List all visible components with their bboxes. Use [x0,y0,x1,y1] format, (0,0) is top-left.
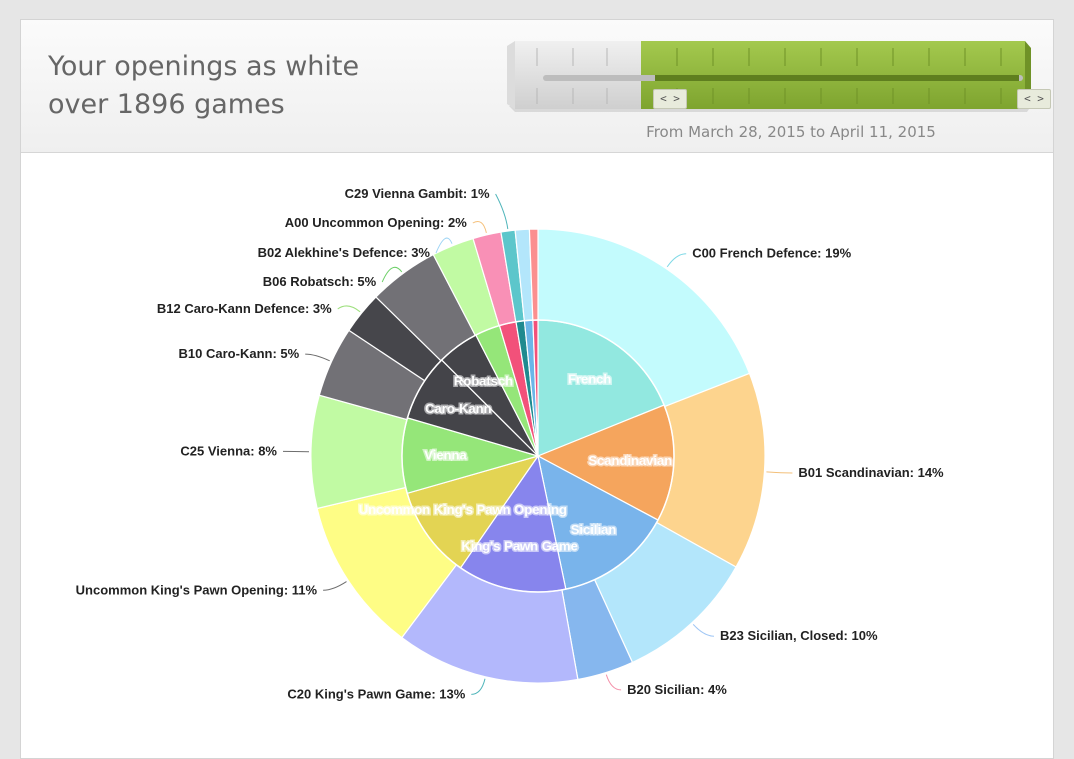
page-title: Your openings as white over 1896 games [48,48,428,124]
slice-label: C20 King's Pawn Game: 13% [287,686,465,701]
inner-label-sicilian: Sicilian [571,522,617,537]
slice-label: B23 Sicilian, Closed: 10% [720,628,878,643]
title-line-2: over 1896 games [48,89,285,120]
slice-label: C29 Vienna Gambit: 1% [345,186,490,201]
connector-line [305,354,330,361]
slice-label: C25 Vienna: 8% [180,443,277,458]
slice-label: B20 Sicilian: 4% [627,682,727,697]
inner-label-uncommon-king-s-pawn-opening: Uncommon King's Pawn Opening [359,502,567,517]
connector-line [606,675,621,690]
slice-label: B01 Scandinavian: 14% [798,465,944,480]
slice-label: Uncommon King's Pawn Opening: 11% [76,582,318,597]
connector-line [473,221,487,232]
connector-line [496,194,508,229]
slice-label: B06 Robatsch: 5% [263,274,377,289]
connector-line [323,582,346,591]
title-line-1: Your openings as white [48,51,359,82]
inner-label-king-s-pawn-game: King's Pawn Game [461,539,578,554]
connector-line [766,472,792,473]
slice-label: A00 Uncommon Opening: 2% [285,215,467,230]
slider-left-handle[interactable]: < > [653,89,687,109]
inner-label-scandinavian: Scandinavian [588,453,672,468]
inner-label-caro-kann: Caro-Kann [425,401,492,416]
connector-line [693,624,714,636]
slice-label: B02 Alekhine's Defence: 3% [258,245,431,260]
slice-label: B12 Caro-Kann Defence: 3% [157,301,332,316]
connector-line [667,254,686,267]
inner-label-robatsch: Robatsch [454,373,513,388]
inner-label-vienna: Vienna [424,448,467,463]
arrows-left-right-icon: < > [1024,92,1044,105]
slider-graphic [507,38,1031,114]
arrows-left-right-icon: < > [660,92,680,105]
slice-label: B10 Caro-Kann: 5% [179,346,300,361]
date-range-slider[interactable]: < > < > [507,38,1031,114]
openings-pie-chart: C00 French Defence: 19% B01 Scandinavian:… [0,133,1074,740]
slice-label: C00 French Defence: 19% [692,246,851,261]
connector-line [471,679,485,695]
inner-label-french: French [568,371,611,386]
connector-line [338,306,360,312]
slider-right-handle[interactable]: < > [1017,89,1051,109]
